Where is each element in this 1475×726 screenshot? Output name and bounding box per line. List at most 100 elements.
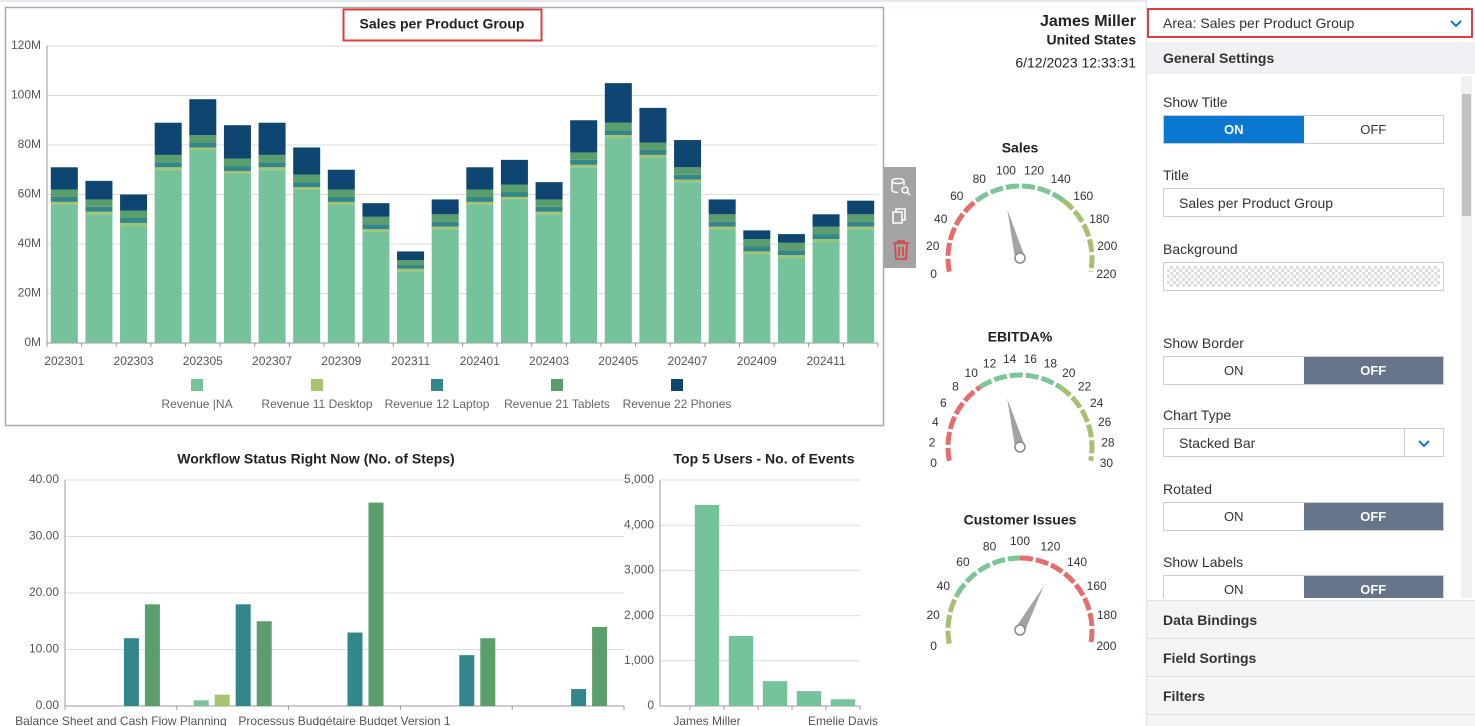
- gauge-band: [945, 593, 960, 645]
- toggle-option[interactable]: OFF: [1303, 357, 1443, 384]
- bar: [120, 222, 148, 226]
- bar: [144, 604, 160, 706]
- gauge-tick-label: 24: [1090, 396, 1104, 410]
- x-tick-label: 202305: [183, 354, 223, 368]
- text-input[interactable]: Sales per Product Group: [1163, 188, 1444, 217]
- bar: [466, 189, 494, 197]
- legend-swatch: [671, 379, 683, 391]
- bar: [708, 221, 736, 227]
- bar: [466, 204, 494, 343]
- gauge-tick-label: 160: [1087, 579, 1107, 593]
- bar: [570, 167, 598, 343]
- data-icon[interactable]: [891, 177, 911, 196]
- x-tick-label: 202309: [321, 354, 361, 368]
- select[interactable]: Stacked Bar: [1163, 428, 1444, 457]
- bar: [708, 199, 736, 215]
- toggle-option[interactable]: OFF: [1303, 576, 1443, 598]
- color-picker[interactable]: [1163, 262, 1444, 291]
- bar: [85, 180, 113, 200]
- section-header[interactable]: Data Bindings: [1147, 600, 1475, 638]
- gauge-hub: [1014, 252, 1026, 264]
- toggle-option[interactable]: ON: [1224, 582, 1244, 597]
- toggle-option[interactable]: ON: [1224, 363, 1244, 378]
- bar: [327, 204, 355, 343]
- bar: [397, 265, 425, 269]
- y-tick-label: 30.00: [29, 529, 59, 543]
- bar: [777, 234, 805, 243]
- section-header[interactable]: General Settings: [1147, 42, 1475, 74]
- section-header[interactable]: Field Sortings: [1147, 638, 1475, 676]
- y-tick-label: 1,000: [624, 653, 654, 667]
- bar: [459, 655, 475, 706]
- bar: [743, 253, 771, 343]
- toggle-option[interactable]: OFF: [1303, 503, 1443, 530]
- toggle-option[interactable]: ON: [1164, 116, 1304, 143]
- bar: [830, 699, 856, 706]
- bar: [743, 246, 771, 252]
- dashboard: James Miller United States 6/12/2023 12:…: [0, 0, 1146, 726]
- title-highlight: [342, 8, 543, 42]
- bar: [812, 241, 840, 343]
- bar: [500, 199, 528, 343]
- gauge-tick-label: 200: [1096, 639, 1116, 653]
- gauge-hub: [1014, 441, 1026, 453]
- area-select[interactable]: Area: Sales per Product Group: [1147, 8, 1473, 38]
- x-tick-label: James Miller: [673, 714, 740, 726]
- bar: [762, 681, 788, 706]
- y-tick-label: 0: [647, 698, 654, 712]
- x-tick-label: 202409: [737, 354, 777, 368]
- y-tick-label: 20.00: [29, 585, 59, 599]
- bar: [258, 169, 286, 343]
- bar: [743, 230, 771, 240]
- bar: [639, 107, 667, 143]
- bar: [154, 154, 182, 163]
- setting-field: Chart Type Stacked Bar: [1163, 406, 1444, 457]
- gauge-tick-label: 180: [1097, 608, 1117, 622]
- gauge-tick-label: 60: [950, 189, 964, 203]
- field-label: Show Labels: [1163, 554, 1244, 570]
- bar: [708, 226, 736, 230]
- x-tick-label: Emelie Davis: [808, 714, 878, 726]
- section-header[interactable]: Filters: [1147, 676, 1475, 714]
- bar: [674, 174, 702, 180]
- bar: [85, 206, 113, 212]
- copy-icon[interactable]: [892, 208, 906, 224]
- bar: [293, 182, 321, 188]
- bar: [327, 169, 355, 190]
- toolbar-bg: [884, 167, 916, 268]
- bar: [847, 226, 875, 230]
- chart-frame[interactable]: [4, 6, 885, 427]
- bar: [193, 700, 209, 706]
- bar: [708, 214, 736, 222]
- settings-panel: Area: Sales per Product Group General Set…: [1146, 0, 1475, 726]
- bar: [154, 122, 182, 155]
- toggle-option[interactable]: ON: [1224, 509, 1244, 524]
- bar: [570, 164, 598, 168]
- bar: [50, 189, 78, 197]
- bar: [812, 214, 840, 227]
- bar: [480, 638, 496, 706]
- bar: [466, 196, 494, 202]
- scrollbar[interactable]: [1461, 76, 1472, 598]
- bar: [431, 214, 459, 222]
- y-tick-label: 120M: [11, 38, 41, 52]
- toggle-option[interactable]: OFF: [1360, 122, 1387, 137]
- gauge-hub: [1014, 624, 1026, 636]
- y-tick-label: 40M: [18, 236, 41, 250]
- bar: [397, 251, 425, 261]
- scroll-thumb[interactable]: [1462, 94, 1471, 216]
- gauge-band: [945, 198, 979, 273]
- delete-icon[interactable]: [893, 240, 909, 260]
- bar: [431, 226, 459, 230]
- gauge-tick-label: 100: [996, 163, 1016, 177]
- bar: [500, 196, 528, 200]
- x-tick-label: 202307: [252, 354, 292, 368]
- bar: [466, 201, 494, 205]
- chart-title: Sales per Product Group: [360, 16, 525, 32]
- gauge-tick-label: 80: [983, 540, 997, 554]
- gauge-tick-label: 4: [932, 415, 939, 429]
- gauge-tick-label: 60: [956, 555, 970, 569]
- bar: [639, 142, 667, 150]
- bar: [535, 199, 563, 207]
- bar: [256, 621, 272, 706]
